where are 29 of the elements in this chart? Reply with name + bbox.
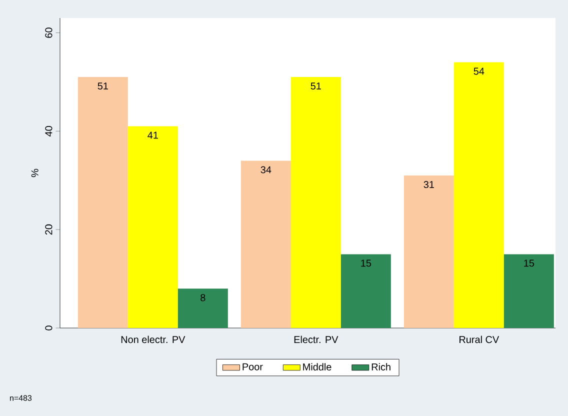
y-tick-label: 20	[45, 224, 52, 235]
data-label: 15	[524, 260, 534, 267]
data-label: 51	[310, 82, 321, 90]
y-tick-label: 0	[45, 326, 52, 330]
y-tick-label: 40	[45, 126, 52, 136]
legend-label: Rich	[372, 363, 390, 370]
x-tick-label: Electr. PV	[294, 336, 338, 344]
y-tick-label: 60	[45, 28, 52, 38]
legend-label: Poor	[242, 363, 263, 370]
bar	[128, 126, 178, 328]
bar	[240, 160, 291, 328]
legend-label: Middle	[303, 363, 332, 370]
bar	[454, 62, 504, 328]
bar	[504, 254, 554, 328]
x-tick-label: Rural CV	[460, 336, 500, 344]
bar	[340, 254, 391, 328]
data-label: 31	[424, 180, 434, 188]
bar	[290, 77, 341, 328]
bar	[404, 175, 454, 328]
data-label: 54	[474, 68, 484, 75]
data-label: 51	[98, 82, 108, 90]
bar	[178, 288, 228, 328]
data-label: 41	[148, 132, 158, 139]
data-label: 34	[260, 166, 272, 174]
data-label: 8	[200, 294, 206, 302]
data-label: 15	[361, 260, 372, 267]
y-axis-title: %	[31, 168, 38, 178]
x-tick-label: Non electr. PV	[121, 336, 186, 344]
bar	[78, 77, 128, 328]
